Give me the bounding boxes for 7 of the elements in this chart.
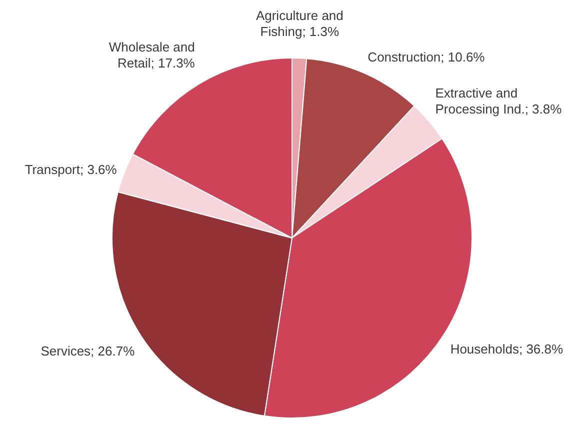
- slice-label: Construction; 10.6%: [368, 49, 486, 64]
- slice-label: Households; 36.8%: [450, 342, 564, 357]
- slice-label: Services; 26.7%: [40, 343, 136, 358]
- slice-label: Wholesale and Retail; 17.3%: [108, 40, 196, 71]
- slice-label: Extractive and Processing Ind.; 3.8%: [435, 86, 562, 116]
- slice-label: Agriculture and Fishing; 1.3%: [256, 8, 344, 40]
- slice-label: Transport; 3.6%: [24, 162, 118, 177]
